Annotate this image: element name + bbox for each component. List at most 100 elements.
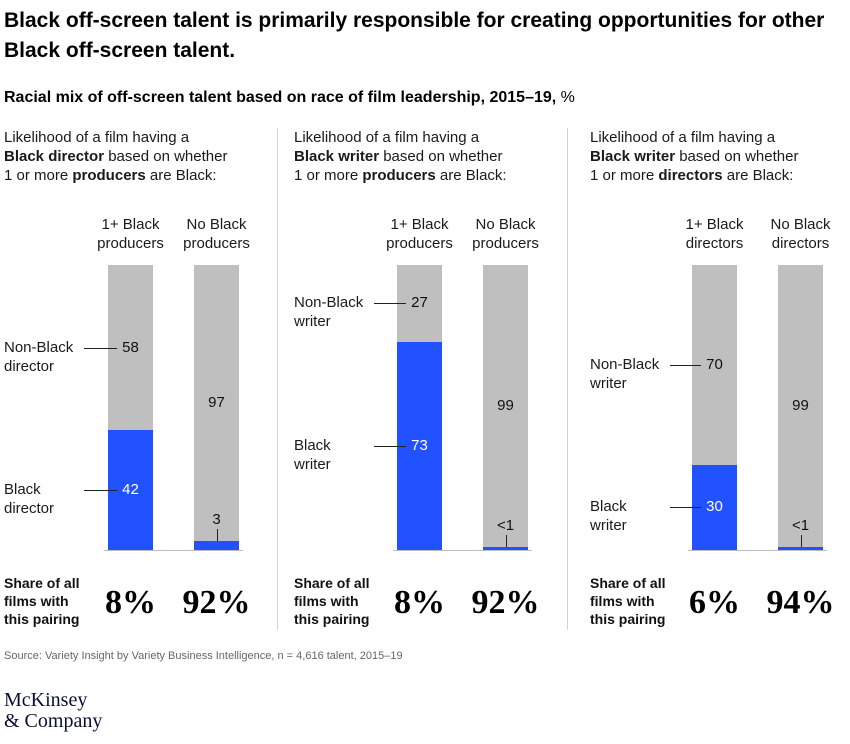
share-label-line: this pairing [294, 611, 370, 627]
row-label-black: Black writer [294, 436, 331, 474]
description-emphasis: directors [658, 167, 723, 184]
description-line-3: 1 or more producers are Black: [294, 166, 507, 185]
row-label-line: writer [294, 313, 331, 331]
value-label-non-black: 27 [411, 294, 428, 312]
bar-segment-black [194, 541, 239, 550]
row-label-line: writer [294, 455, 331, 473]
share-label-line: Share of all [590, 575, 666, 591]
value-label-non-black: 58 [122, 338, 139, 356]
description-text: based on whether [104, 148, 228, 165]
description-line-1: Likelihood of a film having a [590, 129, 776, 146]
leader-line [84, 490, 117, 492]
row-label-non-black: Non-Black writer [590, 355, 659, 393]
row-label-line: Non-Black [4, 338, 74, 356]
row-label-line: Non-Black [294, 294, 364, 312]
bar-segment-non-black [778, 265, 823, 548]
description-text: are Black: [722, 167, 794, 184]
panel-description: Likelihood of a film having a Black write… [294, 128, 507, 185]
value-label-black: 30 [706, 498, 723, 516]
value-label-black: 42 [122, 481, 139, 499]
chart-baseline [104, 550, 243, 551]
bar-segment-non-black [194, 265, 239, 542]
panel-divider [567, 128, 568, 630]
value-label-non-black: 99 [792, 397, 809, 415]
column-label-line: No Black [475, 216, 536, 233]
row-label-line: Black [294, 436, 331, 454]
leader-line [374, 303, 406, 305]
column-label: 1+ Black directors [665, 215, 765, 253]
column-label: No Black producers [456, 215, 556, 253]
row-label-black: Black director [4, 480, 54, 518]
chart-subtitle: Racial mix of off-screen talent based on… [4, 88, 575, 108]
description-text: 1 or more [294, 167, 363, 184]
description-line-1: Likelihood of a film having a [4, 129, 190, 146]
description-line-2: Black writer based on whether [590, 147, 798, 166]
row-label-line: writer [590, 517, 627, 535]
leader-line [670, 507, 701, 509]
chart-panel-3: Likelihood of a film having a Black write… [590, 128, 850, 638]
description-line-1: Likelihood of a film having a [294, 129, 480, 146]
column-label-line: producers [97, 235, 164, 252]
logo-line-2: & Company [4, 710, 103, 732]
row-label-line: Non-Black [590, 355, 660, 373]
value-label-black: <1 [791, 517, 810, 535]
description-emphasis: producers [362, 167, 436, 184]
logo-line-1: McKinsey [4, 689, 88, 711]
share-of-films-label: Share of all films with this pairing [4, 574, 79, 628]
chart-title: Black off-screen talent is primarily res… [4, 9, 825, 62]
share-label-line: this pairing [590, 611, 666, 627]
leader-line [670, 364, 701, 366]
leader-line [374, 445, 406, 447]
share-of-films-label: Share of all films with this pairing [590, 574, 665, 628]
column-label-line: directors [685, 235, 744, 252]
column-label-line: producers [472, 235, 539, 252]
row-label-line: writer [590, 374, 627, 392]
panel-divider [277, 128, 278, 630]
column-label: 1+ Black producers [81, 215, 181, 253]
description-text: are Black: [145, 167, 217, 184]
share-label-line: this pairing [4, 611, 80, 627]
share-label-line: films with [4, 593, 69, 609]
row-label-line: director [4, 357, 55, 375]
share-label-line: films with [294, 593, 359, 609]
share-label-line: Share of all [4, 575, 80, 591]
column-label-line: No Black [186, 216, 247, 233]
chart-panel-2: Likelihood of a film having a Black write… [294, 128, 564, 638]
row-label-non-black: Non-Black writer [294, 293, 363, 331]
share-of-films-value: 8% [394, 584, 445, 621]
column-label-line: No Black [770, 216, 831, 233]
description-emphasis: Black director [4, 148, 105, 165]
description-text: based on whether [379, 148, 503, 165]
row-label-line: Black [4, 481, 41, 499]
bar-segment-black [778, 547, 823, 550]
value-leader-tick [800, 535, 802, 548]
panel-description: Likelihood of a film having a Black write… [590, 128, 798, 185]
description-emphasis: producers [72, 167, 146, 184]
column-label: No Black directors [751, 215, 850, 253]
column-label-line: 1+ Black [685, 216, 744, 233]
share-of-films-value: 92% [471, 584, 540, 621]
description-line-3: 1 or more directors are Black: [590, 166, 798, 185]
description-line-2: Black director based on whether [4, 147, 227, 166]
column-label: 1+ Black producers [370, 215, 470, 253]
bar-segment-black [483, 547, 528, 550]
share-of-films-value: 92% [182, 584, 251, 621]
bar-segment-black [397, 341, 442, 550]
panel-description: Likelihood of a film having a Black direc… [4, 128, 227, 185]
share-label-line: Share of all [294, 575, 370, 591]
value-label-non-black: 97 [208, 394, 225, 412]
value-leader-tick [216, 529, 218, 542]
value-label-non-black: 70 [706, 355, 723, 373]
value-label-non-black: 99 [497, 397, 514, 415]
description-text: based on whether [675, 148, 799, 165]
subtitle-text: Racial mix of off-screen talent based on… [4, 89, 557, 106]
share-label-line: films with [590, 593, 655, 609]
description-line-3: 1 or more producers are Black: [4, 166, 227, 185]
chart-baseline [393, 550, 532, 551]
chart-baseline [688, 550, 827, 551]
share-of-films-value: 6% [689, 584, 740, 621]
value-label-black: 73 [411, 436, 428, 454]
leader-line [84, 347, 117, 349]
value-label-black: <1 [496, 517, 515, 535]
description-line-2: Black writer based on whether [294, 147, 507, 166]
